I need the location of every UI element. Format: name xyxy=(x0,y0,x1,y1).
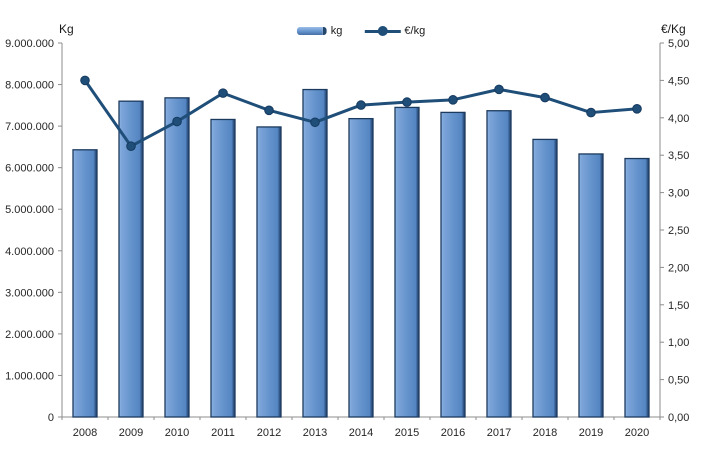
legend-item-kg: kg xyxy=(296,25,343,37)
legend-label-eur-per-kg: €/kg xyxy=(404,25,426,37)
x-axis-category-label: 2016 xyxy=(441,427,465,439)
bar-2016 xyxy=(440,111,466,418)
x-axis-category-label: 2012 xyxy=(257,427,281,439)
x-axis-category-label: 2019 xyxy=(579,427,603,439)
line-marker-2014 xyxy=(356,100,366,110)
left-axis-tick-label: 3.000.000 xyxy=(5,287,54,299)
legend: kg €/kg xyxy=(296,25,425,37)
bar-2013 xyxy=(302,88,328,418)
right-axis-tick-label: 1,50 xyxy=(668,300,689,312)
line-marker-swatch-icon xyxy=(364,26,401,36)
left-axis-tick-label: 4.000.000 xyxy=(5,246,54,258)
line-marker-2020 xyxy=(632,104,642,114)
line-marker-2018 xyxy=(540,92,550,103)
line-marker-2013 xyxy=(310,117,320,128)
bar-2012 xyxy=(256,126,282,418)
left-axis-tick-label: 8.000.000 xyxy=(5,80,54,92)
line-marker-2011 xyxy=(218,88,228,98)
line-marker-2009 xyxy=(126,141,136,152)
bar-2011 xyxy=(210,118,236,418)
right-axis-tick-label: 2,50 xyxy=(668,225,689,237)
right-axis-tick-label: 5,00 xyxy=(668,38,689,50)
x-axis-category-label: 2014 xyxy=(349,427,373,439)
right-axis-tick-label: 2,00 xyxy=(668,262,689,274)
right-axis-tick-label: 0,00 xyxy=(668,412,689,424)
right-axis-tick-label: 4,50 xyxy=(668,75,689,87)
line-marker-2010 xyxy=(172,116,182,127)
x-axis-category-label: 2013 xyxy=(303,427,327,439)
legend-item-eur-per-kg: €/kg xyxy=(364,25,425,37)
left-axis-tick-label: 6.000.000 xyxy=(5,163,54,175)
x-axis-category-label: 2018 xyxy=(533,427,557,439)
right-axis-tick-label: 0,50 xyxy=(668,375,689,387)
right-axis-title: €/Kg xyxy=(661,22,686,36)
line-marker-2016 xyxy=(448,95,458,105)
x-axis-category-label: 2008 xyxy=(73,427,97,439)
left-axis-title: Kg xyxy=(59,22,74,36)
line-marker-2012 xyxy=(264,105,274,116)
bar-2014 xyxy=(348,117,374,418)
bar-2015 xyxy=(394,106,420,418)
x-axis-category-label: 2010 xyxy=(165,427,189,439)
bar-2017 xyxy=(486,110,512,418)
bar-2009 xyxy=(118,100,144,418)
x-axis-category-label: 2017 xyxy=(487,427,511,439)
x-axis-category-label: 2015 xyxy=(395,427,419,439)
left-axis-tick-label: 7.000.000 xyxy=(5,121,54,133)
bar-2020 xyxy=(624,157,650,418)
x-axis-category-label: 2011 xyxy=(211,427,235,439)
line-marker-2008 xyxy=(80,75,90,86)
left-axis-tick-label: 1.000.000 xyxy=(5,370,54,382)
legend-label-kg: kg xyxy=(330,25,343,37)
line-marker-2019 xyxy=(586,107,596,118)
left-axis-tick-label: 0 xyxy=(48,412,54,424)
line-marker-2015 xyxy=(402,97,412,107)
x-axis-category-label: 2009 xyxy=(119,427,143,439)
left-axis-tick-label: 2.000.000 xyxy=(5,329,54,341)
line-marker-2017 xyxy=(494,84,504,95)
bar-2010 xyxy=(164,97,190,418)
left-axis-tick-label: 9.000.000 xyxy=(5,38,54,50)
x-axis-category-label: 2020 xyxy=(625,427,649,439)
right-axis-tick-label: 3,50 xyxy=(668,150,689,162)
bar-2019 xyxy=(578,153,604,418)
left-axis-tick-label: 5.000.000 xyxy=(5,204,54,216)
right-axis-tick-label: 3,00 xyxy=(668,188,689,200)
bar-swatch-icon xyxy=(296,27,327,35)
bar-2018 xyxy=(532,138,558,418)
bar-2008 xyxy=(72,149,98,418)
right-axis-tick-label: 4,00 xyxy=(668,113,689,125)
right-axis-tick-label: 1,00 xyxy=(668,337,689,349)
